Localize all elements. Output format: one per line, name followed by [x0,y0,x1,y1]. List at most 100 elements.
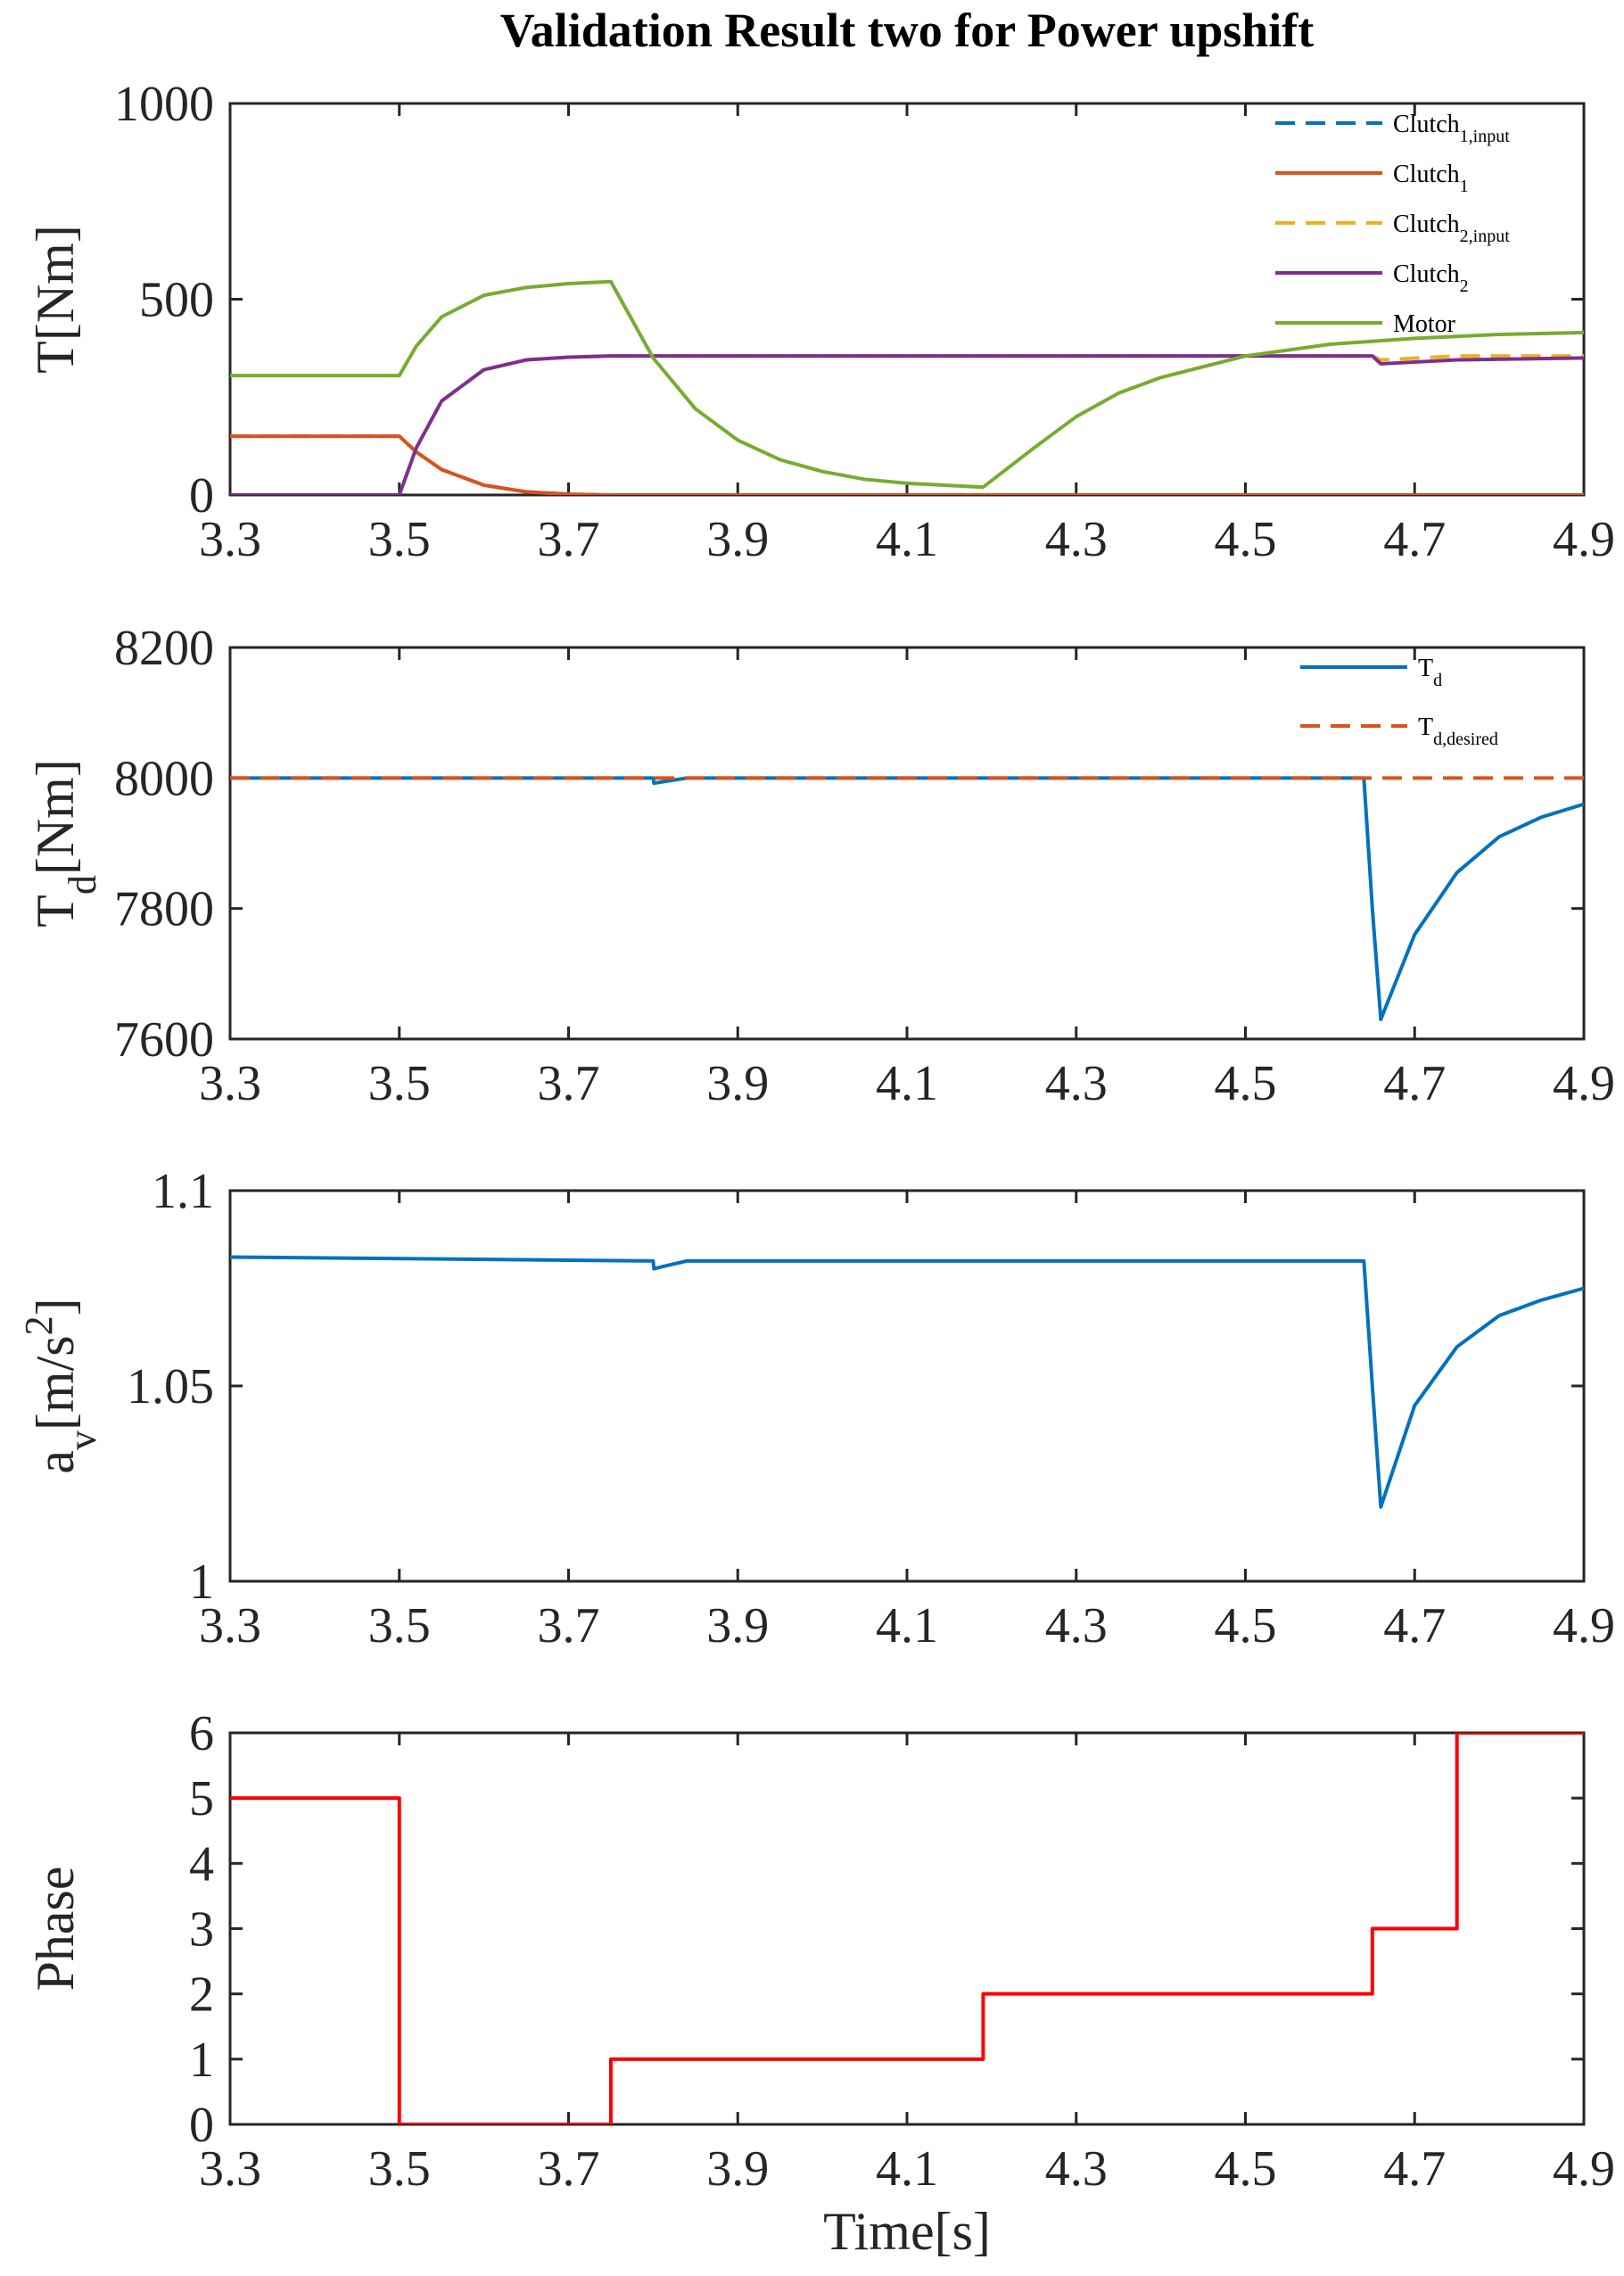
y-tick-label: 3 [189,1902,214,1958]
x-tick-label: 4.1 [876,2141,938,2197]
y-axis-label: T[Nm] [26,225,85,374]
x-tick-label: 3.5 [368,1598,431,1653]
panel-2: 3.3 3.5 3.7 3.9 4.1 4.3 4.5 4.7 4.9 7600 7800 8000 8… [26,621,1615,1111]
legend-entry: Clutch2 [1393,260,1469,296]
x-tick-label: 3.9 [706,512,769,567]
series-line-1 [230,1733,1584,2124]
y-tick-label: 6 [189,1706,214,1761]
legend-entry-name: Clutch [1393,111,1460,138]
x-tick-label: 3.7 [538,2141,600,2197]
y-axis-label: av[m/s2] [17,1298,104,1473]
y-tick-label: 7800 [114,882,214,937]
x-tick-label: 4.5 [1215,1598,1277,1653]
x-tick-label: 3.5 [368,2141,431,2197]
axes-box [228,102,1586,497]
y-tick-label: 1000 [114,77,214,132]
x-tick-label: 3.3 [199,2141,261,2197]
y-tick-label: 500 [139,273,214,328]
chart-title: Validation Result two for Power upshift [500,4,1315,57]
x-tick-label: 3.9 [706,1056,769,1111]
series-line-2 [230,434,1584,495]
legend-entry-name: Clutch [1393,161,1460,188]
y-axis-label-suffix: [Nm] [26,759,85,875]
axes-box [228,646,1586,1041]
x-axis-label: Time[s] [823,2202,991,2261]
panel-4: 3.3 3.5 3.7 3.9 4.1 4.3 4.5 4.7 4.9 0 1 2 3 4 5 6 Phase T… [26,1706,1615,2261]
y-tick-label: 2 [189,1967,214,2023]
y-tick-label: 5 [189,1771,214,1827]
x-tick-label: 4.3 [1045,1056,1108,1111]
x-tick-label: 3.3 [199,1056,261,1111]
x-tick-label: 3.3 [199,512,261,567]
x-tick-label: 3.5 [368,512,431,567]
series-line-4 [230,354,1584,495]
legend-entry-name: Clutch [1393,260,1460,288]
y-tick-label: 7600 [114,1012,214,1068]
series-line-1 [230,776,1584,1022]
y-axis-label-sub: d [61,875,104,895]
x-tick-label: 3.5 [368,1056,431,1111]
legend-entry-name: Motor [1393,310,1456,338]
x-tick-label: 4.9 [1553,1598,1615,1653]
y-axis-label: Phase [26,1867,85,1992]
legend-entry-sub: d,desired [1433,730,1498,749]
x-tick-label: 4.3 [1045,512,1108,567]
x-tick-label: 3.9 [706,1598,769,1653]
x-tick-label: 4.7 [1383,512,1446,567]
y-axis-label-text: a [26,1450,85,1474]
panel-1: 3.3 3.5 3.7 3.9 4.1 4.3 4.5 4.7 4.9 0 500 1000 T[Nm]… [26,77,1615,567]
x-tick-label: 4.7 [1383,1056,1446,1111]
x-tick-label: 4.5 [1215,512,1277,567]
legend-entry: Clutch1,input [1393,111,1510,146]
x-tick-label: 4.5 [1215,2141,1277,2197]
x-tick-label: 3.7 [538,512,600,567]
y-tick-label: 1.05 [127,1359,214,1414]
legend-entry-sub: d [1433,671,1442,690]
legend-entry-name: T [1418,713,1433,741]
legend-entry-sub: 1,input [1460,127,1511,146]
legend-entry: Td [1418,655,1442,690]
series-line-1 [230,1255,1584,1509]
series-line-5 [230,279,1584,490]
legend-entry: Motor [1393,310,1456,338]
y-axis-label: Td[Nm] [26,759,104,928]
x-tick-label: 4.3 [1045,1598,1108,1653]
y-tick-label: 1 [189,1554,214,1610]
y-tick-label: 8200 [114,621,214,676]
legend-entry-sub: 2 [1460,276,1469,296]
y-axis-label-end: ] [26,1298,85,1315]
x-tick-label: 4.7 [1383,1598,1446,1653]
x-tick-label: 4.1 [876,512,938,567]
y-axis-label-text: Phase [26,1867,85,1992]
legend-entry: Td,desired [1418,713,1498,749]
x-tick-label: 4.3 [1045,2141,1108,2197]
x-tick-label: 4.1 [876,1056,938,1111]
x-tick-label: 4.7 [1383,2141,1446,2197]
x-tick-label: 3.3 [199,1598,261,1653]
legend-entry: Clutch1 [1393,161,1469,196]
x-tick-label: 4.9 [1553,2141,1615,2197]
legend-entry-name: T [1418,655,1433,682]
panel-3: 3.3 3.5 3.7 3.9 4.1 4.3 4.5 4.7 4.9 1 1.05 1.1 av[m/… [17,1164,1616,1653]
x-tick-label: 4.9 [1553,1056,1615,1111]
legend-entry-sub: 1 [1460,177,1469,196]
legend-entry-sub: 2,input [1460,227,1511,246]
y-axis-label-suffix: [m/s [26,1335,85,1431]
x-tick-label: 4.9 [1553,512,1615,567]
y-tick-label: 0 [189,2098,214,2153]
y-axis-label-text: T [26,895,85,928]
legend-entry: Clutch2,input [1393,210,1510,246]
x-tick-label: 4.1 [876,1598,938,1653]
y-axis-label-text: T[Nm] [26,225,85,374]
x-tick-label: 4.5 [1215,1056,1277,1111]
x-tick-label: 3.9 [706,2141,769,2197]
y-tick-label: 1 [189,2033,214,2088]
legend-entry-name: Clutch [1393,210,1460,238]
y-tick-label: 4 [189,1836,214,1892]
y-axis-label-sup: 2 [17,1315,61,1335]
y-tick-label: 8000 [114,751,214,806]
axes-box [228,1189,1586,1583]
y-tick-label: 1.1 [152,1164,214,1219]
x-tick-label: 3.7 [538,1598,600,1653]
